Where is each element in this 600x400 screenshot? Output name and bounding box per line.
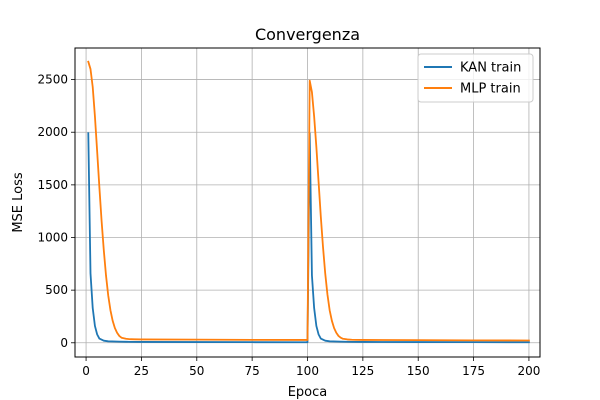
legend-label-kan: KAN train xyxy=(460,61,521,76)
x-axis-label: Epoca xyxy=(288,385,328,400)
y-tick-label: 1000 xyxy=(37,231,68,245)
x-tick-label: 50 xyxy=(189,364,204,378)
x-tick-label: 25 xyxy=(134,364,149,378)
y-tick-label: 2500 xyxy=(37,73,68,87)
x-tick-label: 100 xyxy=(296,364,319,378)
chart-title: Convergenza xyxy=(255,25,360,44)
x-tick-label: 150 xyxy=(407,364,430,378)
x-tick-label: 75 xyxy=(245,364,260,378)
series-line-mlp-train xyxy=(87,60,530,342)
x-tick-label: 175 xyxy=(462,364,485,378)
series-lines xyxy=(87,60,530,344)
legend: KAN train MLP train xyxy=(417,53,534,103)
x-tick-label: 125 xyxy=(351,364,374,378)
y-tick-label: 0 xyxy=(60,336,68,350)
x-tick-label: 200 xyxy=(517,364,540,378)
y-tick-label: 500 xyxy=(45,283,68,297)
y-tick-label: 1500 xyxy=(37,178,68,192)
y-tick-label: 2000 xyxy=(37,125,68,139)
axis-ticks: 0 25 50 75 100 125 150 175 200050010001500200025… xyxy=(37,73,540,378)
legend-label-mlp: MLP train xyxy=(460,82,521,97)
x-tick-label: 0 xyxy=(82,364,90,378)
y-axis-label: MSE Loss xyxy=(11,172,26,233)
